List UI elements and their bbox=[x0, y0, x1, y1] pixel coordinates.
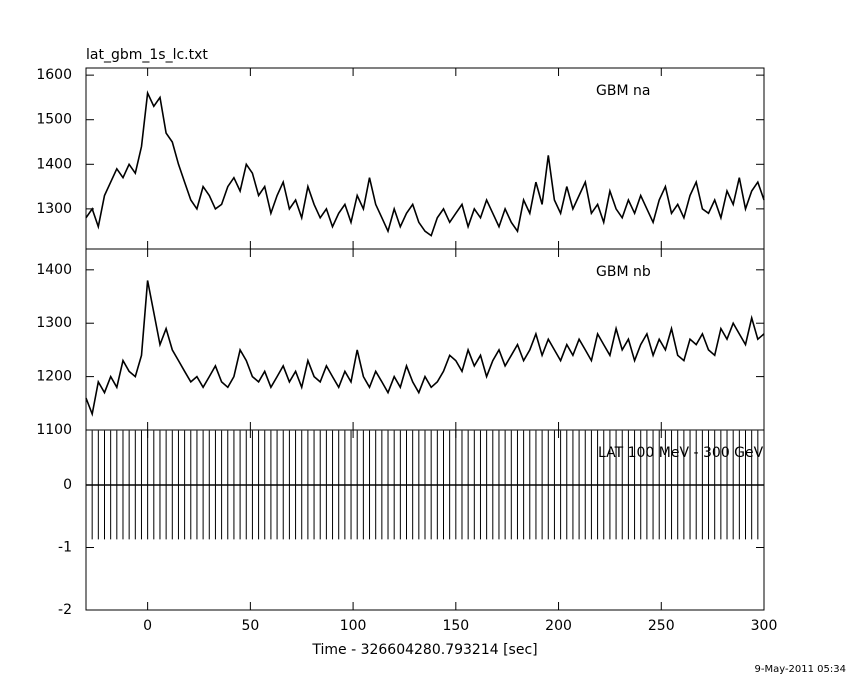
data-line bbox=[85, 280, 765, 417]
chart-title: lat_gbm_1s_lc.txt bbox=[86, 47, 208, 63]
y-tick-label: 1500 bbox=[36, 112, 72, 128]
y-tick-label: 1200 bbox=[36, 369, 72, 385]
panel-label: GBM na bbox=[596, 83, 650, 99]
y-tick-label: 1400 bbox=[36, 156, 72, 172]
y-tick-label: 1100 bbox=[36, 422, 72, 438]
y-tick-label: 1300 bbox=[36, 201, 72, 217]
y-tick-label: 1300 bbox=[36, 315, 72, 331]
x-tick-label: 50 bbox=[241, 618, 259, 634]
x-tick-label: 150 bbox=[442, 618, 469, 634]
x-tick-label: 0 bbox=[143, 618, 152, 634]
x-tick-label: 300 bbox=[751, 618, 778, 634]
y-tick-label: 1600 bbox=[36, 67, 72, 83]
y-tick-label: -2 bbox=[58, 602, 72, 618]
panel-label: LAT 100 MeV - 300 GeV bbox=[598, 445, 764, 461]
x-tick-label: 200 bbox=[545, 618, 572, 634]
y-tick-label: 0 bbox=[63, 477, 72, 493]
x-tick-label: 100 bbox=[340, 618, 367, 634]
x-axis-label: Time - 326604280.793214 [sec] bbox=[311, 642, 537, 658]
footer: 9-May-2011 05:34 bbox=[754, 664, 846, 675]
panel-frame bbox=[85, 67, 765, 250]
panel-frame bbox=[85, 248, 765, 431]
panel-label: GBM nb bbox=[596, 264, 651, 280]
data-line bbox=[85, 90, 765, 237]
x-tick-label: 250 bbox=[648, 618, 675, 634]
y-tick-label: 1400 bbox=[36, 262, 72, 278]
y-tick-label: -1 bbox=[58, 540, 72, 556]
